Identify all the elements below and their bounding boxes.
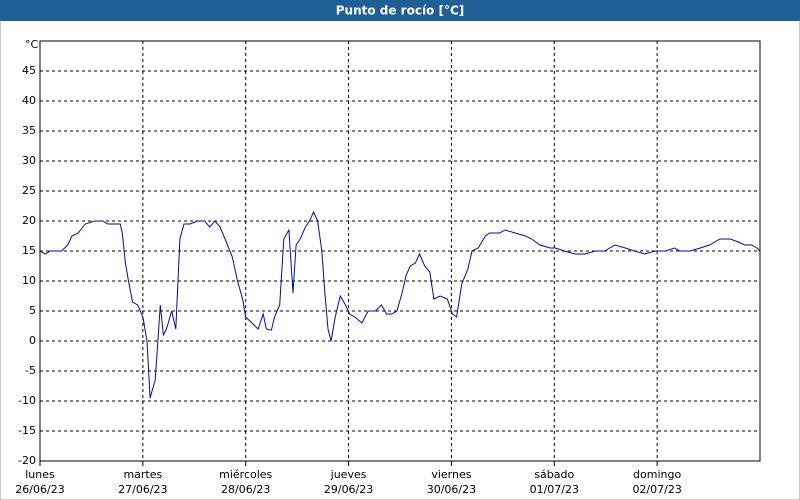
x-tick-label: lunes 26/06/23 — [15, 468, 64, 496]
chart-title: Punto de rocío [°C] — [336, 4, 465, 18]
x-tick-label: miércoles 28/06/23 — [219, 468, 272, 496]
y-tick-label: -5 — [25, 364, 36, 377]
y-tick-label: 0 — [29, 334, 36, 347]
x-tick-label: viernes 30/06/23 — [427, 468, 476, 496]
y-tick-label: -10 — [18, 394, 36, 407]
y-tick-label: 20 — [22, 214, 36, 227]
x-tick-label: domingo 02/07/23 — [632, 468, 681, 496]
x-tick-label: sábado 01/07/23 — [530, 468, 579, 496]
y-tick-label: 45 — [22, 64, 36, 77]
title-bar — [0, 0, 800, 21]
y-tick-label: 15 — [22, 244, 36, 257]
y-tick-label: 35 — [22, 124, 36, 137]
data-line — [39, 210, 761, 399]
x-tick-label: jueves 29/06/23 — [324, 468, 373, 496]
y-tick-label: 10 — [22, 274, 36, 287]
y-tick-label: 30 — [22, 154, 36, 167]
y-tick-label: 40 — [22, 94, 36, 107]
plot-frame — [39, 40, 761, 462]
y-tick-label: -15 — [18, 424, 36, 437]
y-unit: °C — [25, 38, 39, 51]
y-tick-label: 25 — [22, 184, 36, 197]
y-tick-label: -20 — [18, 454, 36, 467]
x-tick-label: martes 27/06/23 — [118, 468, 167, 496]
y-tick-label: 5 — [29, 304, 36, 317]
plot: -20 -15 -10 -5 0 5 10 15 20 25 30 35 40 45 lunes 26/06/… — [15, 41, 761, 496]
